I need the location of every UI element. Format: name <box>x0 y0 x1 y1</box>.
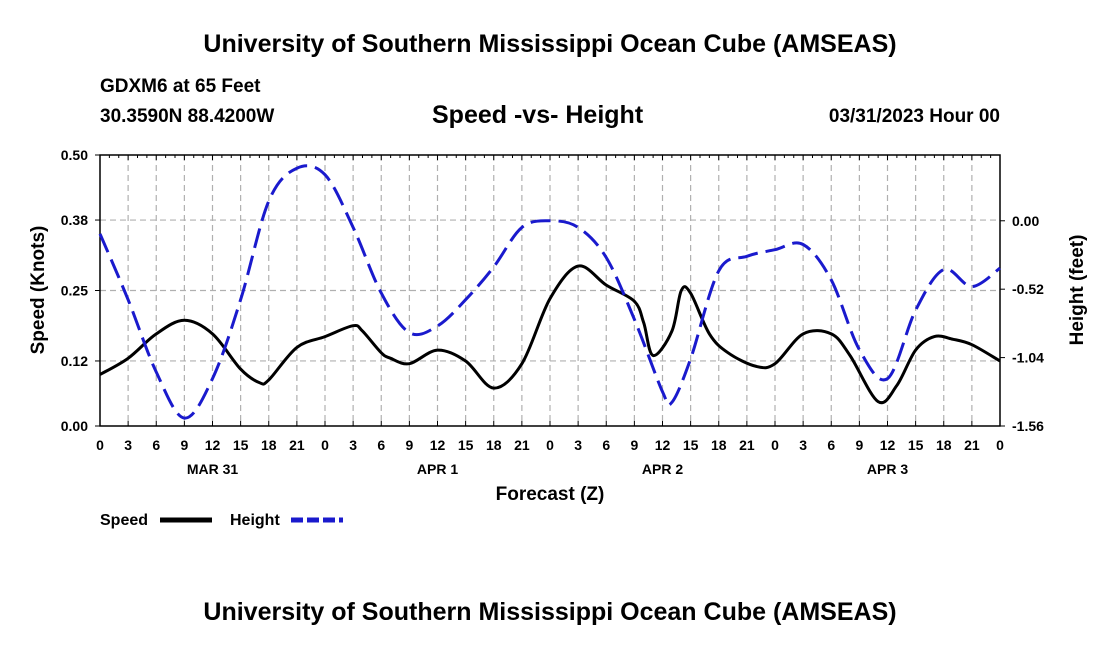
y-axis-title: Speed (Knots) <box>28 226 49 355</box>
x-tick-label: 6 <box>152 437 160 453</box>
x-tick-label: 6 <box>602 437 610 453</box>
day-label: MAR 31 <box>187 461 239 477</box>
x-tick-label: 6 <box>827 437 835 453</box>
y-tick-label: 0.38 <box>61 212 88 228</box>
x-tick-label: 6 <box>377 437 385 453</box>
x-axis-title: Forecast (Z) <box>496 484 605 505</box>
x-tick-label: 18 <box>711 437 727 453</box>
x-tick-label: 12 <box>205 437 221 453</box>
x-tick-label: 21 <box>739 437 755 453</box>
day-label: APR 3 <box>867 461 908 477</box>
x-tick-label: 0 <box>96 437 104 453</box>
x-tick-label: 18 <box>261 437 277 453</box>
y2-tick-label: -1.04 <box>1012 350 1044 366</box>
y2-tick-label: 0.00 <box>1012 213 1039 229</box>
x-tick-label: 15 <box>908 437 924 453</box>
x-tick-label: 0 <box>996 437 1004 453</box>
speed-height-chart: 0 3 6 9 12 15 18 21 0 3 6 9 12 15 18 21 0 3 6 9 12 15 18 21 0 3 6 9… <box>28 147 1088 529</box>
x-tick-label: 3 <box>574 437 582 453</box>
x-tick-label: 9 <box>855 437 863 453</box>
x-tick-label: 0 <box>321 437 329 453</box>
x-tick-label: 9 <box>405 437 413 453</box>
x-tick-label: 9 <box>180 437 188 453</box>
height-series-line <box>98 164 1001 420</box>
x-tick-label: 3 <box>349 437 357 453</box>
x-tick-label: 0 <box>771 437 779 453</box>
grid <box>100 155 1000 426</box>
chart-subtitle: Speed -vs- Height <box>432 101 644 129</box>
series <box>98 164 1001 420</box>
x-tick-label: 15 <box>458 437 474 453</box>
x-tick-label: 3 <box>124 437 132 453</box>
day-label: APR 1 <box>417 461 458 477</box>
station-label: GDXM6 at 65 Feet <box>100 76 261 97</box>
x-tick-label: 21 <box>289 437 305 453</box>
legend: Speed Height <box>100 512 343 529</box>
x-tick-label: 0 <box>546 437 554 453</box>
coordinates-label: 30.3590N 88.4200W <box>100 106 275 127</box>
day-label: APR 2 <box>642 461 683 477</box>
legend-height-label: Height <box>230 512 280 529</box>
forecast-datetime: 03/31/2023 Hour 00 <box>828 106 1000 127</box>
y2-tick-label: -1.56 <box>1012 418 1044 434</box>
footer-title: University of Southern Mississippi Ocean… <box>203 598 897 626</box>
x-tick-label: 12 <box>655 437 671 453</box>
x-tick-label: 21 <box>964 437 980 453</box>
page-title: University of Southern Mississippi Ocean… <box>203 30 897 58</box>
x-tick-label: 18 <box>486 437 502 453</box>
x-tick-label: 18 <box>936 437 952 453</box>
y2-axis-title: Height (feet) <box>1067 235 1088 346</box>
axis-ticks: 0 3 6 9 12 15 18 21 0 3 6 9 12 15 18 21 0 3 6 9 12 15 18 21 0 3 6 9… <box>61 147 1044 477</box>
x-tick-label: 12 <box>430 437 446 453</box>
x-tick-label: 15 <box>233 437 249 453</box>
x-tick-label: 21 <box>514 437 530 453</box>
speed-series-line <box>99 264 1001 405</box>
y-tick-label: 0.12 <box>61 353 88 369</box>
legend-speed-label: Speed <box>100 512 148 529</box>
y-tick-label: 0.50 <box>61 147 88 163</box>
x-tick-label: 15 <box>683 437 699 453</box>
y2-tick-label: -0.52 <box>1012 281 1044 297</box>
y-tick-label: 0.00 <box>61 418 88 434</box>
x-tick-label: 3 <box>799 437 807 453</box>
x-tick-label: 9 <box>630 437 638 453</box>
y-tick-label: 0.25 <box>61 283 88 299</box>
x-tick-label: 12 <box>880 437 896 453</box>
